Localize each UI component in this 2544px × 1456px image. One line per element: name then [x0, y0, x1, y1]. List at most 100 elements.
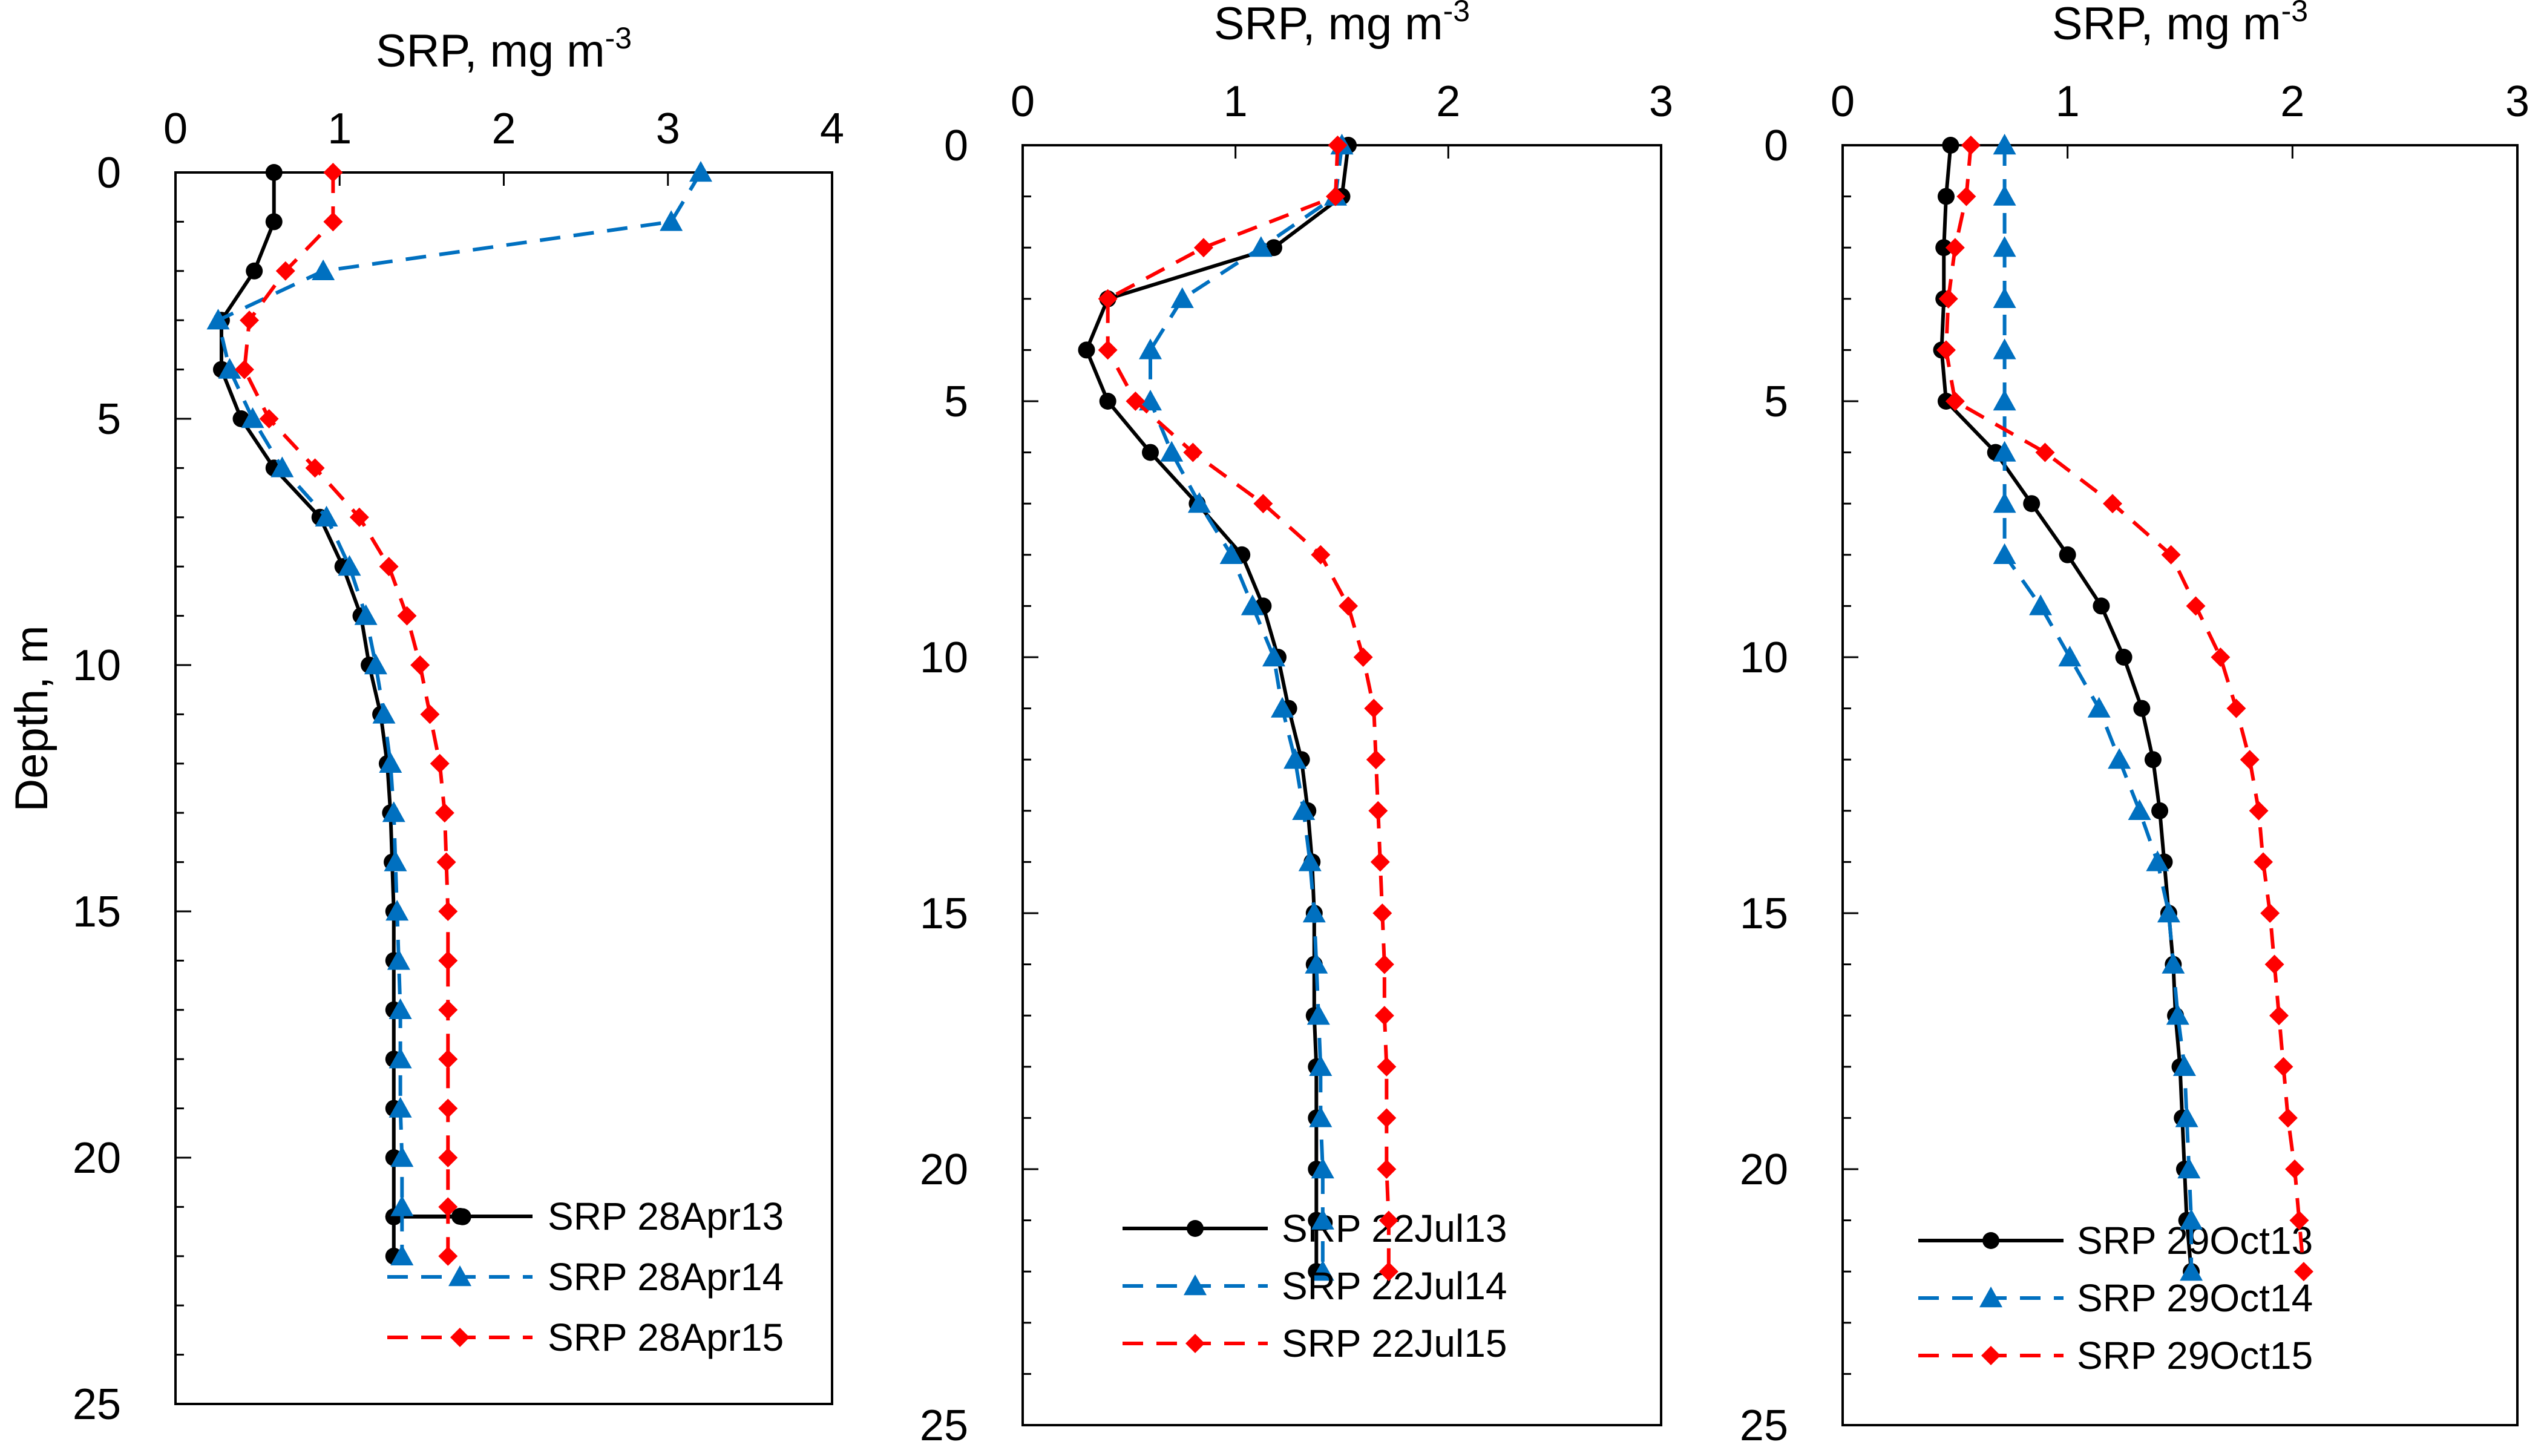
- data-point: [2059, 546, 2076, 563]
- series-line: [1149, 145, 1344, 1272]
- data-point: [1370, 852, 1390, 872]
- data-point: [1139, 338, 1162, 359]
- y-axis-title: Depth, m: [6, 625, 57, 812]
- x-tick-label: 2: [2280, 77, 2304, 126]
- y-tick-label: 5: [97, 395, 121, 444]
- data-point: [1936, 340, 1956, 360]
- data-point: [434, 803, 454, 823]
- data-point: [265, 213, 283, 231]
- data-point: [438, 1049, 458, 1069]
- data-point: [1945, 238, 1965, 258]
- data-point: [1935, 239, 1953, 257]
- data-point: [1309, 1055, 1333, 1076]
- data-point: [1937, 188, 1955, 205]
- data-point: [1993, 185, 2016, 206]
- data-point: [1309, 1106, 1333, 1127]
- panel-left: 0 1 2 3 4 0 5 10 15 20 25 SRP, mg m-3 Depth, m SRP 28…: [6, 21, 844, 1429]
- data-point: [2151, 802, 2169, 819]
- legend-marker: [1982, 1232, 1999, 1249]
- data-point: [2186, 596, 2206, 616]
- data-point: [2293, 1262, 2313, 1282]
- data-point: [338, 555, 361, 576]
- x-tick-label: 3: [656, 105, 680, 153]
- data-point: [384, 850, 407, 871]
- data-point: [1283, 748, 1307, 769]
- data-point: [2180, 1260, 2203, 1281]
- data-point: [2211, 648, 2231, 667]
- data-point: [388, 1097, 412, 1118]
- legend-label: SRP 29Oct14: [2077, 1276, 2313, 1320]
- x-tick-label: 2: [491, 105, 516, 153]
- plot-frame: [1841, 144, 2519, 1426]
- data-point: [1993, 287, 2016, 308]
- data-point: [1377, 1108, 1397, 1128]
- data-point: [2254, 852, 2274, 872]
- data-point: [1374, 954, 1394, 974]
- data-point: [1379, 1210, 1398, 1230]
- series-line: [1939, 145, 2194, 1272]
- data-point: [315, 505, 338, 526]
- data-point: [1993, 441, 2016, 462]
- data-point: [438, 1246, 458, 1266]
- legend-label: SRP 28Apr14: [548, 1255, 784, 1299]
- data-point: [1328, 136, 1348, 155]
- legend-marker: [1981, 1346, 2001, 1365]
- data-point: [1078, 341, 1095, 359]
- data-point: [1377, 1057, 1397, 1077]
- data-point: [1993, 338, 2016, 359]
- data-point: [259, 409, 279, 428]
- data-point: [1377, 1159, 1397, 1179]
- y-tick-label: 15: [73, 888, 121, 936]
- data-point: [1170, 287, 1194, 308]
- series-line: [216, 171, 703, 1256]
- x-axis-title: SRP, mg m-3: [376, 21, 632, 77]
- data-point: [438, 1000, 458, 1020]
- data-point: [1298, 850, 1322, 871]
- x-axis-title: SRP, mg m-3: [1214, 0, 1470, 50]
- y-tick-label: 25: [920, 1402, 968, 1450]
- data-point: [1993, 134, 2016, 155]
- data-point: [1187, 492, 1211, 513]
- data-point: [2146, 850, 2169, 871]
- data-point: [1993, 236, 2016, 257]
- data-point: [388, 998, 412, 1019]
- x-tick-label: 3: [2505, 77, 2529, 126]
- legend-marker: [450, 1328, 470, 1347]
- data-point: [2128, 799, 2151, 820]
- data-point: [438, 902, 458, 921]
- data-point: [379, 752, 402, 773]
- y-tick-label: 0: [944, 122, 968, 170]
- data-point: [1219, 543, 1243, 564]
- data-point: [1098, 340, 1118, 360]
- data-point: [241, 407, 264, 428]
- series-srp-22jul15: [1098, 136, 1398, 1282]
- data-point: [1364, 698, 1384, 718]
- legend-marker: [1187, 1220, 1204, 1237]
- data-point: [2285, 1159, 2305, 1179]
- data-point: [1993, 390, 2016, 411]
- data-point: [2035, 442, 2055, 462]
- data-point: [218, 358, 241, 379]
- data-point: [1353, 648, 1373, 667]
- series-srp-29oct15: [1936, 136, 2313, 1282]
- data-point: [2115, 649, 2133, 666]
- y-tick-label: 0: [97, 149, 121, 197]
- data-point: [265, 164, 283, 181]
- data-point: [1142, 444, 1159, 461]
- series-line: [1084, 145, 1351, 1272]
- data-point: [379, 557, 399, 577]
- y-tick-label: 0: [1764, 122, 1788, 170]
- y-tick-label: 15: [1740, 890, 1788, 938]
- data-point: [2175, 1106, 2198, 1127]
- data-point: [430, 753, 450, 773]
- y-tick-label: 10: [1740, 634, 1788, 682]
- data-point: [323, 163, 343, 182]
- x-tick-label: 1: [327, 105, 352, 153]
- data-point: [1262, 646, 1285, 667]
- data-point: [349, 507, 369, 527]
- legend-label: SRP 29Oct15: [2077, 1334, 2313, 1377]
- legend-label: SRP 22Jul15: [1282, 1322, 1507, 1365]
- data-point: [2226, 698, 2246, 718]
